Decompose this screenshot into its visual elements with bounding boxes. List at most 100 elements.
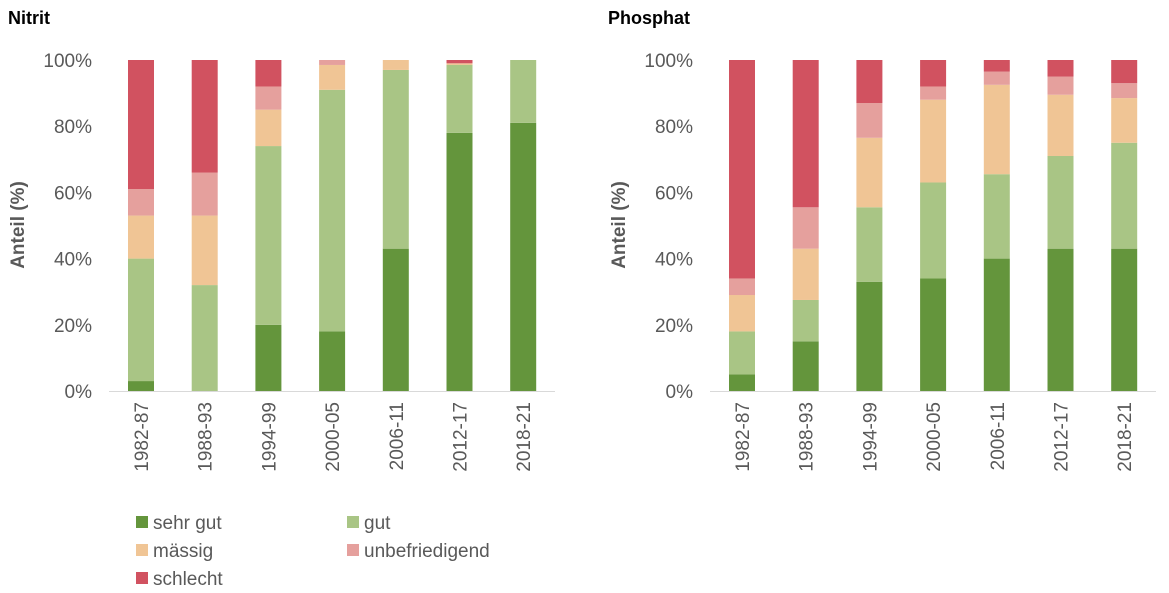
bar-segment-sehr-gut <box>1111 248 1138 391</box>
bar-segment-mässig <box>1047 94 1074 156</box>
bar-segment-gut <box>1111 142 1138 249</box>
bar-segment-schlecht <box>191 60 218 173</box>
y-tick-label: 80% <box>655 117 693 138</box>
x-tick-label: 1994-99 <box>860 402 881 472</box>
y-axis-title: Anteil (%) <box>8 181 29 269</box>
x-tick-label: 1982-87 <box>132 402 153 472</box>
legend-swatch <box>347 516 359 528</box>
bar-segment-schlecht <box>920 60 947 87</box>
y-tick-label: 100% <box>43 51 92 72</box>
bar-segment-schlecht <box>983 60 1010 72</box>
bar-segment-schlecht <box>1111 60 1138 84</box>
bar-segment-gut <box>510 60 537 123</box>
bar-segment-mässig <box>446 63 473 65</box>
y-tick-label: 0% <box>666 382 694 403</box>
legend-label: schlecht <box>153 569 223 590</box>
x-tick-label: 2006-11 <box>988 402 1009 470</box>
bar-segment-schlecht <box>729 60 755 279</box>
bar-segment-unbefriedigend <box>319 60 346 65</box>
x-tick-label: 2000-05 <box>924 402 945 472</box>
y-tick-label: 100% <box>644 51 693 72</box>
bar-segment-sehr-gut <box>856 281 883 391</box>
bar-segment-sehr-gut <box>446 132 473 391</box>
y-tick-label: 40% <box>54 250 92 271</box>
bar-segment-gut <box>128 258 154 382</box>
x-tick-label: 1994-99 <box>259 402 280 472</box>
legend-swatch <box>136 572 148 584</box>
bar-segment-sehr-gut <box>983 258 1010 391</box>
bar-segment-gut <box>729 331 755 375</box>
bar-segment-mässig <box>983 84 1010 175</box>
bar-segment-sehr-gut <box>382 248 409 391</box>
bar-segment-gut <box>920 182 947 279</box>
chart-title: Phosphat <box>608 8 690 28</box>
bar-segment-gut <box>382 69 409 249</box>
x-tick-label: 1988-93 <box>196 402 217 472</box>
y-tick-label: 0% <box>65 382 93 403</box>
bar-segment-sehr-gut <box>319 331 346 391</box>
bar-segment-mässig <box>792 248 819 300</box>
bar-segment-mässig <box>920 99 947 183</box>
y-tick-label: 40% <box>655 250 693 271</box>
bar-segment-schlecht <box>255 60 282 87</box>
bar-segment-mässig <box>382 60 409 70</box>
bar-segment-unbefriedigend <box>792 207 819 249</box>
bar-segment-sehr-gut <box>792 341 819 391</box>
bar-segment-schlecht <box>856 60 883 104</box>
bar-segment-schlecht <box>128 60 154 190</box>
y-tick-label: 80% <box>54 117 92 138</box>
x-tick-label: 2018-21 <box>514 402 535 472</box>
bar-segment-gut <box>191 285 218 391</box>
bar-segment-gut <box>983 174 1010 259</box>
bar-segment-sehr-gut <box>128 381 154 391</box>
bar-segment-unbefriedigend <box>920 86 947 100</box>
bar-segment-schlecht <box>446 60 473 64</box>
bar-segment-unbefriedigend <box>729 278 755 296</box>
bar-segment-sehr-gut <box>920 278 947 391</box>
legend-label: gut <box>364 513 391 534</box>
bar-segment-sehr-gut <box>510 122 537 391</box>
bar-segment-unbefriedigend <box>1111 83 1138 99</box>
bar-segment-schlecht <box>1047 60 1074 77</box>
chart-title: Nitrit <box>8 8 50 28</box>
x-tick-label: 2012-17 <box>1052 402 1073 472</box>
y-tick-label: 20% <box>54 316 92 337</box>
y-tick-label: 60% <box>54 183 92 204</box>
bar-segment-gut <box>1047 155 1074 249</box>
legend-swatch <box>136 544 148 556</box>
legend-label: unbefriedigend <box>364 541 490 562</box>
bar-segment-sehr-gut <box>729 374 755 391</box>
bar-segment-unbefriedigend <box>856 103 883 138</box>
bar-segment-mässig <box>729 295 755 332</box>
bar-segment-mässig <box>319 64 346 90</box>
bar-segment-unbefriedigend <box>128 189 154 216</box>
bar-segment-mässig <box>128 215 154 259</box>
bar-segment-sehr-gut <box>255 324 282 391</box>
x-tick-label: 2006-11 <box>387 402 408 470</box>
bar-segment-gut <box>856 207 883 282</box>
legend-swatch <box>347 544 359 556</box>
x-tick-label: 1982-87 <box>733 402 754 472</box>
bar-segment-unbefriedigend <box>255 86 282 110</box>
bar-segment-sehr-gut <box>1047 248 1074 391</box>
bar-segment-mässig <box>191 215 218 286</box>
y-axis-title: Anteil (%) <box>609 181 630 269</box>
bar-segment-gut <box>446 64 473 133</box>
x-tick-label: 2000-05 <box>323 402 344 472</box>
y-tick-label: 60% <box>655 183 693 204</box>
bar-segment-unbefriedigend <box>1047 76 1074 95</box>
legend-label: mässig <box>153 541 213 562</box>
x-tick-label: 2018-21 <box>1115 402 1136 472</box>
legend-swatch <box>136 516 148 528</box>
bar-segment-gut <box>255 146 282 325</box>
bar-segment-gut <box>792 299 819 342</box>
legend-label: sehr gut <box>153 513 222 534</box>
bar-segment-unbefriedigend <box>983 71 1010 85</box>
x-tick-label: 2012-17 <box>451 402 472 472</box>
bar-segment-mässig <box>856 137 883 208</box>
bar-segment-schlecht <box>792 60 819 208</box>
bar-segment-gut <box>319 89 346 332</box>
x-tick-label: 1988-93 <box>797 402 818 472</box>
bar-segment-mässig <box>1111 98 1138 143</box>
